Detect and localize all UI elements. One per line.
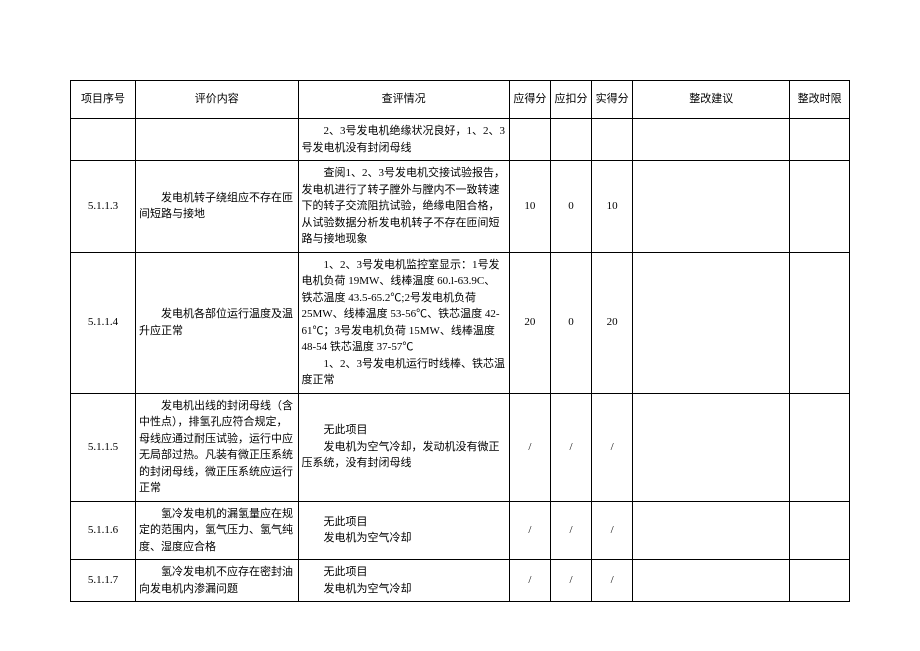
table-row: 5.1.1.5发电机出线的封闭母线（含中性点），排氢孔应符合规定，母线应通过耐压… — [71, 393, 850, 501]
col-header-score-due: 应得分 — [509, 81, 550, 119]
cell-score-actual: / — [592, 560, 633, 602]
review-paragraph: 发电机为空气冷却，发动机没有微正压系统，没有封闭母线 — [302, 439, 506, 472]
cell-score-due: 10 — [509, 161, 550, 253]
table-row: 5.1.1.7氢冷发电机不应存在密封油向发电机内渗漏问题无此项目发电机为空气冷却… — [71, 560, 850, 602]
cell-content: 发电机出线的封闭母线（含中性点），排氢孔应符合规定，母线应通过耐压试验，运行中应… — [136, 393, 299, 501]
review-paragraph: 2、3号发电机绝缘状况良好，1、2、3号发电机没有封闭母线 — [302, 123, 506, 156]
table-body: 2、3号发电机绝缘状况良好，1、2、3号发电机没有封闭母线 5.1.1.3发电机转… — [71, 119, 850, 602]
cell-score-due: / — [509, 501, 550, 560]
cell-id: 5.1.1.5 — [71, 393, 136, 501]
col-header-score-actual: 实得分 — [592, 81, 633, 119]
cell-deadline — [790, 161, 850, 253]
table-row: 2、3号发电机绝缘状况良好，1、2、3号发电机没有封闭母线 — [71, 119, 850, 161]
col-header-content: 评价内容 — [136, 81, 299, 119]
cell-deadline — [790, 393, 850, 501]
cell-score-due: / — [509, 560, 550, 602]
table-row: 5.1.1.3发电机转子绕组应不存在匝间短路与接地查阅1、2、3号发电机交接试验… — [71, 161, 850, 253]
table-header-row: 项目序号 评价内容 查评情况 应得分 应扣分 实得分 整改建议 整改时限 — [71, 81, 850, 119]
cell-score-deduct: / — [550, 501, 591, 560]
cell-suggestion — [633, 161, 790, 253]
cell-content: 氢冷发电机不应存在密封油向发电机内渗漏问题 — [136, 560, 299, 602]
review-paragraph: 无此项目 — [302, 514, 506, 531]
cell-score-actual — [592, 119, 633, 161]
cell-suggestion — [633, 119, 790, 161]
cell-score-due: 20 — [509, 252, 550, 393]
cell-deadline — [790, 560, 850, 602]
review-paragraph: 查阅1、2、3号发电机交接试验报告，发电机进行了转子膛外与膛内不一致转速下的转子… — [302, 165, 506, 248]
col-header-id: 项目序号 — [71, 81, 136, 119]
cell-score-deduct — [550, 119, 591, 161]
cell-content: 氢冷发电机的漏氢量应在规定的范围内，氢气压力、氢气纯度、湿度应合格 — [136, 501, 299, 560]
cell-review: 2、3号发电机绝缘状况良好，1、2、3号发电机没有封闭母线 — [298, 119, 509, 161]
cell-deadline — [790, 252, 850, 393]
cell-score-due: / — [509, 393, 550, 501]
table-row: 5.1.1.4发电机各部位运行温度及温升应正常1、2、3号发电机监控室显示：1号… — [71, 252, 850, 393]
review-paragraph: 无此项目 — [302, 422, 506, 439]
cell-review: 1、2、3号发电机监控室显示：1号发电机负荷 19MW、线棒温度 60.l-63… — [298, 252, 509, 393]
cell-deadline — [790, 119, 850, 161]
col-header-deadline: 整改时限 — [790, 81, 850, 119]
cell-score-deduct: 0 — [550, 161, 591, 253]
cell-score-deduct: / — [550, 393, 591, 501]
cell-suggestion — [633, 252, 790, 393]
col-header-suggestion: 整改建议 — [633, 81, 790, 119]
cell-score-actual: / — [592, 393, 633, 501]
review-paragraph: 发电机为空气冷却 — [302, 530, 506, 547]
cell-score-deduct: 0 — [550, 252, 591, 393]
cell-suggestion — [633, 501, 790, 560]
cell-review: 无此项目发电机为空气冷却 — [298, 560, 509, 602]
col-header-score-deduct: 应扣分 — [550, 81, 591, 119]
cell-suggestion — [633, 560, 790, 602]
cell-content — [136, 119, 299, 161]
cell-id: 5.1.1.7 — [71, 560, 136, 602]
table-row: 5.1.1.6氢冷发电机的漏氢量应在规定的范围内，氢气压力、氢气纯度、湿度应合格… — [71, 501, 850, 560]
cell-score-deduct: / — [550, 560, 591, 602]
review-paragraph: 1、2、3号发电机运行时线棒、铁芯温度正常 — [302, 356, 506, 389]
cell-review: 无此项目发电机为空气冷却，发动机没有微正压系统，没有封闭母线 — [298, 393, 509, 501]
cell-review: 查阅1、2、3号发电机交接试验报告，发电机进行了转子膛外与膛内不一致转速下的转子… — [298, 161, 509, 253]
cell-id: 5.1.1.3 — [71, 161, 136, 253]
col-header-review: 查评情况 — [298, 81, 509, 119]
cell-content: 发电机转子绕组应不存在匝间短路与接地 — [136, 161, 299, 253]
cell-review: 无此项目发电机为空气冷却 — [298, 501, 509, 560]
review-paragraph: 无此项目 — [302, 564, 506, 581]
cell-suggestion — [633, 393, 790, 501]
cell-score-actual: 20 — [592, 252, 633, 393]
cell-score-due — [509, 119, 550, 161]
cell-score-actual: / — [592, 501, 633, 560]
review-paragraph: 1、2、3号发电机监控室显示：1号发电机负荷 19MW、线棒温度 60.l-63… — [302, 257, 506, 356]
evaluation-table: 项目序号 评价内容 查评情况 应得分 应扣分 实得分 整改建议 整改时限 2、3… — [70, 80, 850, 602]
cell-deadline — [790, 501, 850, 560]
cell-id: 5.1.1.4 — [71, 252, 136, 393]
cell-content: 发电机各部位运行温度及温升应正常 — [136, 252, 299, 393]
cell-id: 5.1.1.6 — [71, 501, 136, 560]
cell-score-actual: 10 — [592, 161, 633, 253]
cell-id — [71, 119, 136, 161]
review-paragraph: 发电机为空气冷却 — [302, 581, 506, 598]
